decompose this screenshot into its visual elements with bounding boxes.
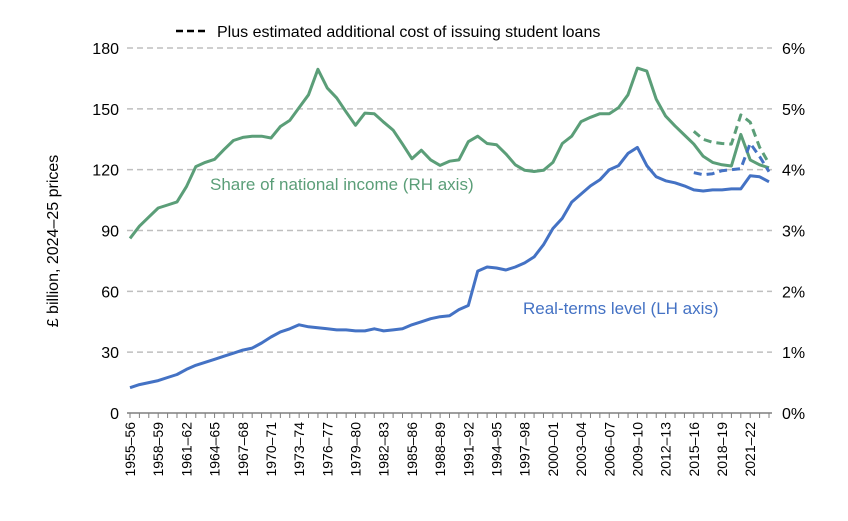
x-tick-label: 1991–92 (460, 422, 476, 477)
x-tick-label: 1967–68 (235, 422, 251, 477)
right-y-axis-ticks: 0% 1% 2% 3% 4% 5% 6% (782, 41, 805, 423)
x-tick-label: 1979–80 (348, 422, 364, 477)
x-axis-ticks: 1955–56 1958–59 1961–62 1964–65 1967–68 1970–… (122, 413, 770, 477)
x-tick-label: 1973–74 (291, 422, 307, 477)
series-line-share-of-national-income (128, 66, 770, 240)
right-y-tick-label: 4% (782, 163, 805, 180)
left-y-tick-label: 120 (92, 163, 119, 180)
left-y-tick-label: 180 (92, 41, 119, 58)
x-tick-label: 1985–86 (404, 422, 420, 477)
dashed-series-line-real-terms-level (693, 141, 771, 177)
x-tick-label: 2015–16 (686, 422, 702, 477)
right-y-tick-label: 3% (782, 224, 805, 241)
y-axis-label: £ billion, 2024–25 prices (45, 155, 62, 328)
dashed-series-line-share-of-national-income (692, 113, 771, 165)
series-layer (128, 66, 771, 390)
left-y-tick-label: 60 (101, 284, 119, 301)
x-tick-label: 1988–89 (432, 422, 448, 477)
x-tick-label: 1994–95 (488, 422, 504, 477)
x-tick-label: 2012–13 (658, 422, 674, 477)
x-tick-label: 2021–22 (742, 422, 758, 477)
right-y-tick-label: 1% (782, 345, 805, 362)
right-y-tick-label: 0% (782, 406, 805, 423)
gridlines (127, 47, 772, 353)
x-tick-label: 1982–83 (376, 422, 392, 477)
left-y-axis-ticks: 0 30 60 90 120 150 180 (92, 41, 119, 423)
x-tick-label: 1997–98 (517, 422, 533, 477)
x-tick-label: 2000–01 (545, 422, 561, 477)
x-tick-label: 1964–65 (207, 422, 223, 477)
legend-label: Plus estimated additional cost of issuin… (217, 24, 600, 41)
series-line-real-terms-level (129, 145, 770, 390)
left-y-tick-label: 90 (101, 224, 119, 241)
annotation-real-terms-level: Real-terms level (LH axis) (523, 299, 719, 318)
x-tick-label: 1961–62 (178, 422, 194, 477)
right-y-tick-label: 6% (782, 41, 805, 58)
left-y-tick-label: 150 (92, 102, 119, 119)
annotation-share-of-national-income: Share of national income (RH axis) (210, 175, 474, 194)
right-y-tick-label: 5% (782, 102, 805, 119)
left-y-tick-label: 0 (110, 406, 119, 423)
x-tick-label: 2009–10 (629, 422, 645, 477)
x-tick-label: 2003–04 (573, 422, 589, 477)
x-tick-label: 1970–71 (263, 422, 279, 477)
x-tick-label: 2018–19 (714, 422, 730, 477)
left-y-tick-label: 30 (101, 345, 119, 362)
x-tick-label: 1955–56 (122, 422, 138, 477)
legend: Plus estimated additional cost of issuin… (176, 24, 600, 41)
x-tick-label: 2006–07 (601, 422, 617, 477)
x-tick-label: 1976–77 (319, 422, 335, 477)
right-y-tick-label: 2% (782, 284, 805, 301)
x-tick-label: 1958–59 (150, 422, 166, 477)
